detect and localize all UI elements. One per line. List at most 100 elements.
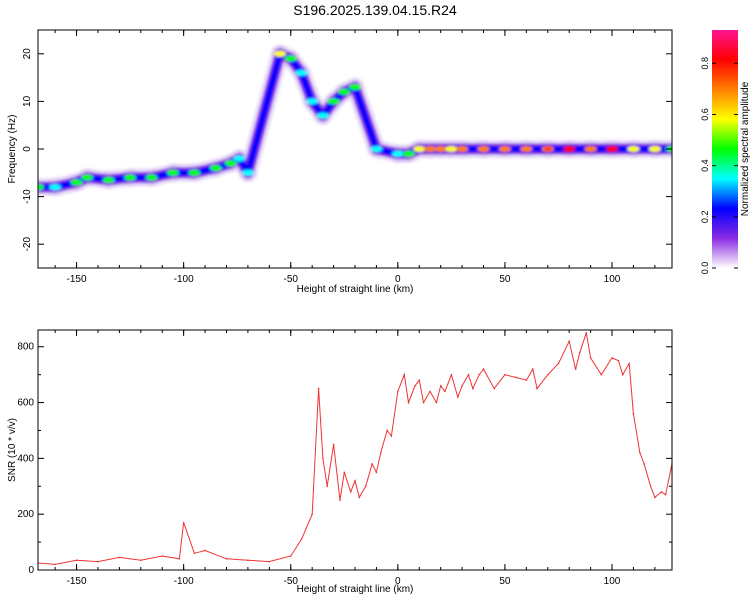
colorbar-tick-label: 0.0	[700, 262, 710, 275]
spectrogram-ridge-point	[445, 146, 458, 152]
snr-point	[386, 429, 388, 432]
spectrogram-core-segment	[352, 84, 380, 152]
snr-point	[493, 387, 496, 390]
chart-title: S196.2025.139.04.15.R24	[293, 2, 457, 18]
colorbar-tick-label: 0.6	[700, 108, 710, 121]
snr-point	[364, 485, 367, 488]
snr-point	[161, 555, 164, 557]
spectrogram-peak-point	[565, 147, 574, 151]
snr-point	[193, 552, 196, 555]
snr-point	[514, 376, 517, 379]
snr-point	[403, 373, 406, 376]
spectrogram-ridge-point	[584, 146, 597, 152]
colorbar-label: Normalized spectral amplitude	[740, 81, 750, 216]
snr-point	[407, 401, 410, 404]
snr-point	[422, 401, 425, 404]
snr-point	[429, 390, 431, 393]
spectrogram-core-segment	[298, 69, 316, 105]
snr-ticks: -150 -100 -50 0 50 100 0 200 400 600 800	[17, 330, 672, 587]
snr-point	[579, 351, 581, 354]
spectrogram-ridge-point	[274, 50, 287, 57]
spectrogram-ridge-point	[209, 165, 222, 172]
snr-point	[397, 390, 399, 393]
snr-point	[418, 379, 421, 382]
spectrogram-y-tick-label: 0	[22, 146, 33, 152]
snr-point	[54, 563, 56, 566]
snr-point	[611, 357, 613, 359]
snr-point	[118, 556, 121, 559]
snr-point	[225, 558, 228, 560]
snr-point	[444, 390, 446, 393]
spectrogram-ridge-point	[316, 112, 329, 119]
snr-point	[414, 385, 416, 387]
snr-point	[322, 457, 324, 460]
spectrogram-ridge-point	[102, 176, 115, 183]
spectrogram-ridge-point	[391, 150, 404, 157]
colorbar: 0.0 0.2 0.4 0.6 0.8 Normalized spectral ampl…	[700, 30, 750, 274]
snr-point	[182, 521, 185, 524]
snr-points	[38, 331, 672, 566]
snr-point	[450, 373, 453, 376]
snr-point	[467, 373, 470, 376]
snr-point	[643, 463, 645, 465]
snr-point	[97, 560, 99, 563]
spectrogram-ridge-point	[241, 169, 254, 176]
snr-point	[568, 340, 570, 342]
snr-x-axis-label: Height of straight line (km)	[297, 584, 414, 595]
spectrogram-y-tick-label: -10	[22, 189, 33, 204]
spectrogram-ridge-point	[166, 169, 179, 176]
snr-point	[654, 496, 656, 499]
spectrogram-x-tick-label: -100	[174, 274, 194, 285]
spectrogram-ridge-point	[327, 98, 340, 105]
spectrogram-ridge-point	[627, 146, 640, 152]
snr-y-tick-label: 400	[17, 453, 34, 464]
spectrogram-ridge-point	[349, 84, 361, 91]
spectrogram-ridge-point	[306, 98, 319, 105]
spectrogram-ridge-point	[49, 184, 62, 191]
snr-x-tick-label: -150	[67, 576, 87, 587]
spectrogram-ridge-point	[233, 155, 246, 162]
spectrogram-x-tick-label: 0	[395, 274, 401, 285]
spectrogram-y-axis-label: Frequency (Hz)	[7, 115, 18, 184]
snr-point	[504, 373, 506, 376]
spectrogram-y-tick-label: -20	[22, 237, 33, 252]
snr-point	[354, 479, 356, 482]
snr-x-tick-label: -50	[284, 576, 299, 587]
spectrogram-ridge-point	[370, 146, 383, 152]
spectrogram-x-tick-label: 50	[499, 274, 511, 285]
snr-point	[632, 412, 635, 415]
snr-y-axis-label: SNR (10 * v/v)	[7, 418, 18, 482]
snr-point	[332, 443, 335, 446]
snr-point	[600, 373, 603, 376]
snr-x-tick-label: 50	[499, 576, 511, 587]
spectrogram-core-segment	[244, 50, 284, 176]
spectrogram-ridge-point	[477, 146, 490, 152]
snr-point	[268, 560, 271, 563]
snr-point	[589, 357, 592, 359]
spectrogram-ridge-point	[188, 169, 201, 176]
snr-point	[628, 362, 630, 365]
spectrogram-y-tick-label: 20	[22, 48, 33, 60]
snr-point	[326, 485, 328, 488]
snr-point	[482, 368, 485, 370]
spectrogram-peak-point	[543, 147, 552, 151]
snr-point	[461, 385, 463, 387]
spectrogram-marks	[38, 44, 672, 197]
snr-x-tick-label: 0	[395, 576, 401, 587]
colorbar-tick-label: 0.8	[700, 57, 710, 70]
snr-point	[300, 538, 303, 541]
snr-point	[204, 549, 206, 552]
snr-x-tick-label: -100	[174, 576, 194, 587]
snr-point	[349, 491, 352, 493]
colorbar-tick-label: 0.4	[700, 159, 710, 172]
snr-point	[140, 559, 142, 562]
spectrogram-ridge-point	[413, 146, 426, 152]
snr-point	[435, 401, 438, 404]
spectrogram-y-tick-label: 10	[22, 95, 33, 107]
snr-point	[478, 373, 481, 376]
spectrogram-ridge-point	[402, 150, 415, 157]
snr-y-tick-label: 0	[28, 565, 34, 576]
snr-panel: -150 -100 -50 0 50 100 0 200 400 600 800 Height of…	[7, 329, 673, 595]
spectrogram-ridge-point	[456, 146, 469, 152]
